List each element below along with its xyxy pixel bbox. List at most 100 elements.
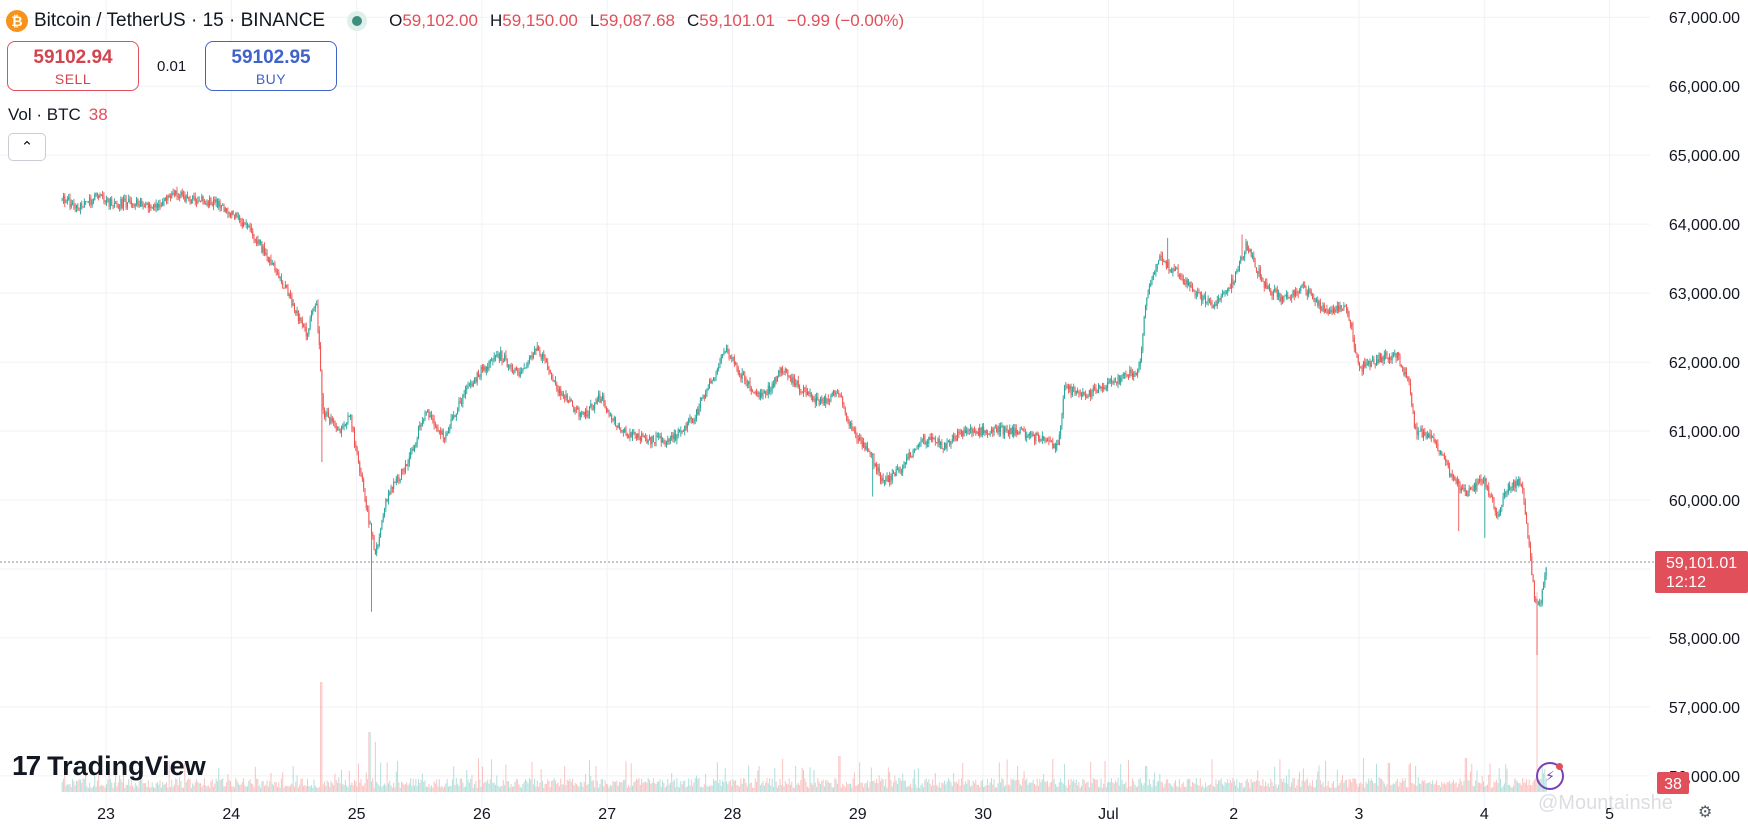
volume-bar xyxy=(553,778,555,792)
candle-body xyxy=(292,303,294,306)
candle-body xyxy=(339,429,341,433)
volume-bar xyxy=(433,781,435,792)
volume-bar xyxy=(85,770,87,792)
candle-body xyxy=(950,441,952,445)
candle-body xyxy=(1150,283,1152,287)
volume-bar xyxy=(185,782,187,792)
candle-body xyxy=(1280,297,1282,302)
tradingview-logo[interactable]: 17 TradingView xyxy=(12,750,206,782)
collapse-legend-button[interactable]: ⌃ xyxy=(8,133,46,161)
volume-bar xyxy=(1190,786,1192,792)
volume-bar xyxy=(598,787,600,792)
volume-bar xyxy=(169,787,171,792)
volume-bar xyxy=(1419,783,1421,792)
buy-button[interactable]: 59102.95 BUY xyxy=(205,41,337,91)
sell-button[interactable]: 59102.94 SELL xyxy=(7,41,139,91)
volume-bar xyxy=(1282,781,1284,792)
volume-bar xyxy=(881,778,883,792)
volume-bar xyxy=(1488,774,1490,792)
candle-body xyxy=(112,205,114,207)
candle-body xyxy=(524,367,526,369)
candle-body xyxy=(893,473,895,475)
candle-body xyxy=(344,424,346,426)
candle-body xyxy=(746,383,748,385)
x-tick-label: 27 xyxy=(598,806,616,823)
volume-bar xyxy=(899,778,901,792)
volume-bar xyxy=(1400,782,1402,792)
candle-body xyxy=(707,388,709,391)
candle-body xyxy=(1271,294,1273,296)
volume-bar xyxy=(193,785,195,792)
volume-bar xyxy=(313,779,315,792)
candle-body xyxy=(1459,483,1461,491)
settings-gear-icon[interactable]: ⚙ xyxy=(1698,804,1713,821)
candle-body xyxy=(1428,433,1430,438)
candle-body xyxy=(903,464,905,466)
candle-body xyxy=(334,421,336,426)
candle-body xyxy=(1099,385,1101,389)
volume-bar xyxy=(180,780,182,792)
candle-body xyxy=(737,368,739,375)
volume-bar xyxy=(979,787,981,792)
candle-body xyxy=(1344,306,1346,307)
volume-bar xyxy=(166,782,168,792)
lightning-icon[interactable]: ⚡ xyxy=(1536,762,1564,790)
volume-bar xyxy=(843,785,845,792)
candle-body xyxy=(73,203,75,207)
candle-body xyxy=(752,391,754,393)
candle-body xyxy=(575,409,577,411)
volume-bar xyxy=(679,787,681,792)
candle-body xyxy=(1421,428,1423,438)
candle-body xyxy=(115,202,117,204)
candle-body xyxy=(1539,602,1541,604)
candle-body xyxy=(1201,294,1203,301)
candle-body xyxy=(933,438,935,440)
candle-body xyxy=(154,204,156,208)
candle-body xyxy=(1188,281,1190,286)
volume-bar xyxy=(265,784,267,792)
candle-body xyxy=(907,456,909,459)
candle-body xyxy=(474,378,476,384)
candle-body xyxy=(913,448,915,451)
volume-legend[interactable]: Vol · BTC 38 xyxy=(8,105,108,125)
candle-body xyxy=(397,477,399,479)
candle-body xyxy=(527,361,529,367)
candle-body xyxy=(141,200,143,207)
volume-bar xyxy=(81,782,83,792)
candle-body xyxy=(701,398,703,401)
volume-bar xyxy=(1378,777,1380,792)
volume-bar xyxy=(1370,778,1372,792)
candle-body xyxy=(139,200,141,207)
volume-bar xyxy=(203,778,205,792)
candle-body xyxy=(393,482,395,490)
candle-body xyxy=(400,468,402,480)
market-status-icon[interactable] xyxy=(347,11,368,31)
candle-body xyxy=(459,401,461,403)
y-tick-label: 61,000.00 xyxy=(1669,424,1740,441)
volume-bar xyxy=(715,780,717,792)
volume-bar xyxy=(1505,764,1507,792)
volume-bar xyxy=(758,766,760,792)
candle-body xyxy=(77,205,79,209)
candle-body xyxy=(1026,436,1028,438)
volume-bar xyxy=(960,778,962,792)
volume-bar xyxy=(1117,778,1119,792)
volume-bar xyxy=(244,785,246,792)
volume-bar xyxy=(1284,782,1286,792)
candle-body xyxy=(241,222,243,227)
candle-body xyxy=(1274,288,1276,292)
candle-body xyxy=(1403,367,1405,375)
candle-body xyxy=(1231,278,1233,289)
candle-body xyxy=(1049,440,1051,442)
candle-body xyxy=(1001,426,1003,428)
candle-body xyxy=(406,464,408,467)
candle-body xyxy=(293,303,295,311)
symbol-title[interactable]: Bitcoin / TetherUS · 15 · BINANCE xyxy=(34,10,326,31)
volume-bar xyxy=(92,785,94,792)
candle-body xyxy=(483,366,485,370)
volume-bar xyxy=(399,787,401,792)
candle-body xyxy=(778,370,780,377)
volume-bar xyxy=(209,787,211,792)
